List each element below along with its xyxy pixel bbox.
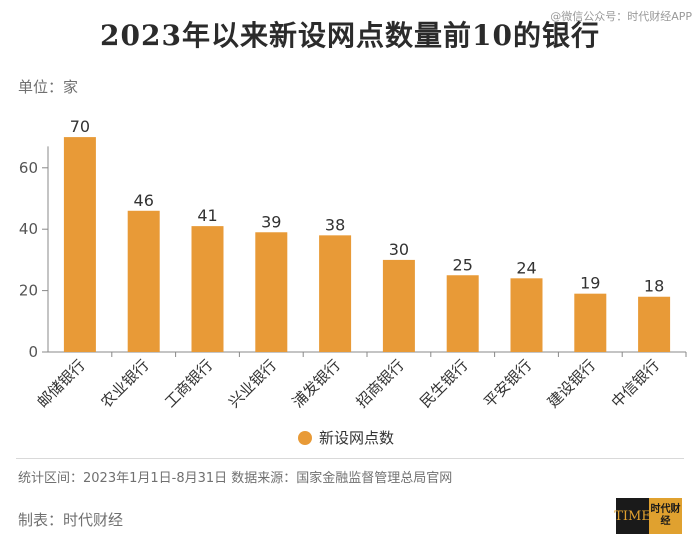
bar [63,137,96,352]
bar [638,296,671,352]
x-tick-label: 中信银行 [608,356,663,411]
x-tick-label: 招商银行 [353,356,408,411]
footer-divider [16,458,684,459]
x-tick-label: 工商银行 [161,356,216,411]
data-label: 39 [261,212,281,231]
x-tick-label: 民生银行 [416,356,471,411]
data-label: 38 [325,215,345,234]
data-label: 70 [70,117,90,136]
bar [510,278,543,352]
watermark: @微信公众号：时代财经APP [550,10,692,23]
data-label: 18 [644,277,664,296]
x-tick-label: 浦发银行 [289,356,344,411]
bar [127,210,160,352]
x-tick-label: 建设银行 [544,356,599,411]
unit-label: 单位：家 [18,78,79,96]
y-tick-label: 20 [19,282,38,300]
legend-label: 新设网点数 [319,429,394,447]
data-label: 46 [134,191,154,210]
data-label: 30 [389,240,409,259]
data-label: 25 [453,255,473,274]
logo-left: TIME [614,498,651,534]
bar [319,235,352,352]
chart-maker-credit: 制表：时代财经 [18,511,124,529]
bar [574,293,607,352]
data-label: 24 [516,258,536,277]
chart-title: 2023年以来新设网点数量前10的银行 [100,19,600,52]
data-label: 19 [580,274,600,293]
data-source-note: 统计区间：2023年1月1日-8月31日 数据来源：国家金融监督管理总局官网 [18,471,453,486]
bar [382,259,415,352]
legend-marker [298,431,312,445]
data-label: 41 [197,206,217,225]
logo-right: 时代财经 [649,498,682,534]
y-tick-label: 60 [19,159,38,177]
x-tick-label: 邮储银行 [34,356,89,411]
y-tick-label: 0 [28,343,38,361]
x-tick-label: 农业银行 [97,356,152,411]
bar [446,275,479,352]
x-tick-label: 兴业银行 [225,356,280,411]
x-tick-label: 平安银行 [480,356,535,411]
time-weekly-logo: TIME 时代财经 [614,498,682,534]
y-tick-label: 40 [19,220,38,238]
bar-chart: 0 20 40 60 70 邮储银行 46 农业银行 41 工商银行 39 兴业银行 38 浦发银行 30 招… [19,117,687,447]
bar [255,232,288,352]
bar [191,226,224,352]
